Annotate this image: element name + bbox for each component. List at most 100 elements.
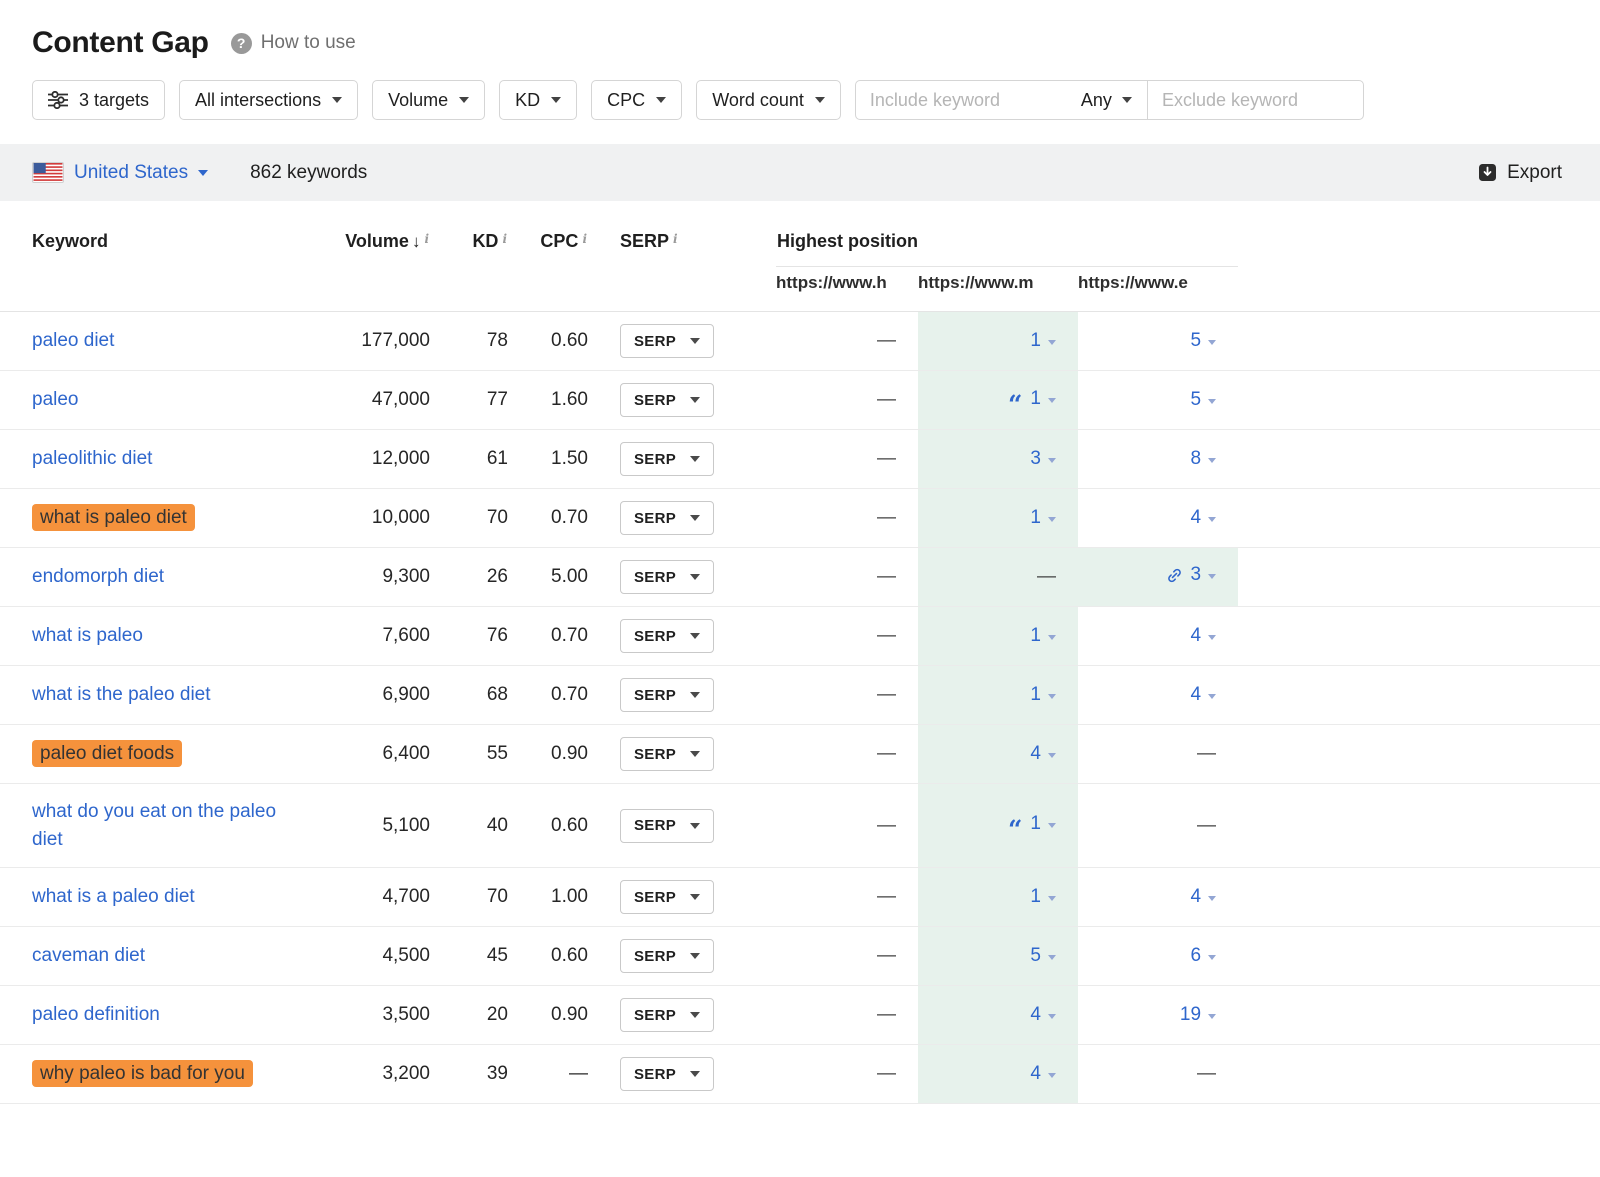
position-link[interactable]: “1 xyxy=(1008,387,1056,417)
serp-button[interactable]: SERP xyxy=(620,678,715,712)
position-link[interactable]: 5 xyxy=(1190,330,1217,352)
no-position-dash: — xyxy=(877,448,896,469)
keyword-link[interactable]: caveman diet xyxy=(32,945,146,967)
keyword-link[interactable]: what is paleo diet xyxy=(32,504,195,532)
position-cell-1: — xyxy=(776,606,918,666)
volume-filter-dropdown[interactable]: Volume xyxy=(372,80,486,120)
table-row: caveman diet 4,500 45 0.60 SERP — 5 6 xyxy=(0,926,1600,987)
serp-cell: SERP xyxy=(588,488,776,548)
position-value: 1 xyxy=(1030,330,1041,351)
position-value: 1 xyxy=(1030,684,1041,705)
row-spacer xyxy=(1238,1044,1600,1105)
table-row: what is a paleo diet 4,700 70 1.00 SERP … xyxy=(0,867,1600,928)
serp-button[interactable]: SERP xyxy=(620,324,715,358)
keyword-link[interactable]: paleo definition xyxy=(32,1004,160,1026)
position-link[interactable]: 1 xyxy=(1030,330,1056,352)
position-link[interactable]: 4 xyxy=(1030,743,1056,765)
column-header-kd[interactable]: KD i xyxy=(430,201,508,312)
serp-button[interactable]: SERP xyxy=(620,808,715,843)
position-link[interactable]: 4 xyxy=(1190,886,1217,908)
position-link[interactable]: 19 xyxy=(1180,1004,1217,1026)
no-position-dash: — xyxy=(877,1004,896,1026)
targets-button[interactable]: 3 targets xyxy=(32,80,166,120)
target-url-header-3: https://www.e xyxy=(1078,266,1239,312)
chevron-down-icon xyxy=(690,822,701,829)
keyword-link[interactable]: what do you eat on the paleo diet xyxy=(32,801,277,850)
serp-cell: SERP xyxy=(588,547,776,607)
serp-button-label: SERP xyxy=(634,1006,677,1024)
intersections-dropdown[interactable]: All intersections xyxy=(179,80,359,120)
position-link[interactable]: 1 xyxy=(1030,684,1056,706)
chevron-down-icon xyxy=(198,169,209,176)
position-link[interactable]: 1 xyxy=(1030,507,1056,529)
export-icon xyxy=(1479,164,1497,181)
exclude-keyword-input[interactable] xyxy=(1147,81,1363,119)
serp-button[interactable]: SERP xyxy=(620,619,715,653)
how-to-use-link[interactable]: ? How to use xyxy=(230,32,356,54)
keyword-link[interactable]: what is a paleo diet xyxy=(32,886,195,908)
row-spacer xyxy=(1238,783,1600,869)
serp-button[interactable]: SERP xyxy=(620,442,715,476)
position-cell-3: 8 xyxy=(1078,429,1239,489)
serp-button[interactable]: SERP xyxy=(620,939,715,974)
divider xyxy=(1146,81,1148,119)
keyword-link[interactable]: paleo diet foods xyxy=(32,740,183,768)
position-link[interactable]: 6 xyxy=(1190,945,1217,967)
keyword-link[interactable]: what is paleo xyxy=(32,625,143,647)
position-link[interactable]: 4 xyxy=(1190,684,1217,706)
position-link[interactable]: “1 xyxy=(1008,813,1056,842)
column-header-keyword[interactable]: Keyword xyxy=(0,201,310,312)
country-dropdown[interactable]: United States xyxy=(32,162,209,184)
serp-button[interactable]: SERP xyxy=(620,880,715,915)
export-button[interactable]: Export xyxy=(1472,161,1568,185)
no-position-dash: — xyxy=(1197,1063,1217,1085)
keyword-cell: paleo diet xyxy=(0,311,310,371)
position-link[interactable]: 1 xyxy=(1030,625,1056,647)
position-link[interactable]: 5 xyxy=(1190,389,1217,411)
kd-filter-dropdown[interactable]: KD xyxy=(499,80,578,120)
keyword-link[interactable]: paleo xyxy=(32,389,79,411)
position-link[interactable]: 8 xyxy=(1190,448,1217,470)
word-count-filter-label: Word count xyxy=(712,89,804,110)
any-match-dropdown[interactable]: Any xyxy=(1066,81,1147,119)
position-cell-2: 4 xyxy=(918,985,1078,1046)
column-header-cpc[interactable]: CPC i xyxy=(508,201,588,312)
info-icon: i xyxy=(424,232,429,246)
position-link[interactable]: 1 xyxy=(1030,886,1056,908)
keyword-link[interactable]: endomorph diet xyxy=(32,566,165,588)
position-value: 1 xyxy=(1030,387,1041,409)
no-position-dash: — xyxy=(877,566,896,587)
position-cell-1: — xyxy=(776,488,918,548)
position-link[interactable]: 3 xyxy=(1166,564,1217,586)
position-link[interactable]: 4 xyxy=(1190,625,1217,647)
position-link[interactable]: 4 xyxy=(1030,1063,1056,1085)
column-header-volume[interactable]: Volume ↓ i xyxy=(310,201,430,312)
serp-button[interactable]: SERP xyxy=(620,737,715,771)
volume-cell: 3,500 xyxy=(310,985,430,1046)
header-spacer xyxy=(1238,201,1600,312)
position-cell-3: 4 xyxy=(1078,606,1239,666)
keyword-cell: what is paleo diet xyxy=(0,488,310,548)
keyword-link[interactable]: why paleo is bad for you xyxy=(32,1060,253,1088)
volume-cell: 12,000 xyxy=(310,429,430,489)
position-link[interactable]: 4 xyxy=(1030,1004,1056,1026)
position-link[interactable]: 4 xyxy=(1190,507,1217,529)
position-link[interactable]: 3 xyxy=(1030,448,1056,470)
include-keyword-input[interactable] xyxy=(855,81,1066,119)
keyword-link[interactable]: paleolithic diet xyxy=(32,448,153,470)
serp-button[interactable]: SERP xyxy=(620,998,715,1033)
serp-button[interactable]: SERP xyxy=(620,501,715,535)
word-count-filter-dropdown[interactable]: Word count xyxy=(696,80,841,120)
position-link[interactable]: 5 xyxy=(1030,945,1056,967)
position-value: 4 xyxy=(1030,1063,1041,1085)
intersections-label: All intersections xyxy=(195,89,322,110)
position-value: 1 xyxy=(1030,625,1041,646)
chevron-down-icon xyxy=(690,574,701,580)
content-gap-page: Content Gap ? How to use 3 targets All i… xyxy=(0,26,1600,1105)
serp-button[interactable]: SERP xyxy=(620,560,715,594)
serp-button[interactable]: SERP xyxy=(620,1057,715,1092)
serp-button[interactable]: SERP xyxy=(620,383,715,417)
keyword-link[interactable]: paleo diet xyxy=(32,330,115,352)
cpc-filter-dropdown[interactable]: CPC xyxy=(591,80,683,120)
keyword-link[interactable]: what is the paleo diet xyxy=(32,684,211,706)
